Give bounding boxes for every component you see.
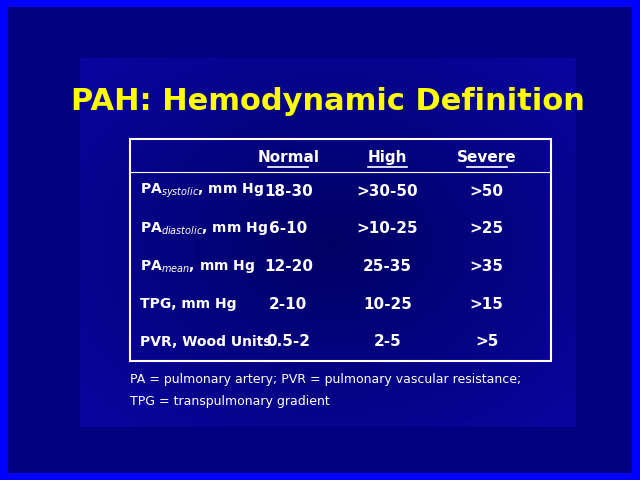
- Text: >25: >25: [470, 221, 504, 236]
- Text: PA = pulmonary artery; PVR = pulmonary vascular resistance;: PA = pulmonary artery; PVR = pulmonary v…: [129, 372, 521, 385]
- Text: 18-30: 18-30: [264, 183, 313, 199]
- Text: Severe: Severe: [457, 150, 516, 165]
- Text: PA$_{diastolic}$, mm Hg: PA$_{diastolic}$, mm Hg: [140, 220, 268, 237]
- Text: 2-5: 2-5: [374, 335, 401, 349]
- Text: PA$_{systolic}$, mm Hg: PA$_{systolic}$, mm Hg: [140, 182, 264, 200]
- Text: >50: >50: [470, 183, 504, 199]
- Text: >10-25: >10-25: [356, 221, 419, 236]
- Text: >5: >5: [475, 335, 499, 349]
- Text: PA$_{mean}$, mm Hg: PA$_{mean}$, mm Hg: [140, 258, 255, 275]
- Text: TPG, mm Hg: TPG, mm Hg: [140, 297, 236, 311]
- Text: 2-10: 2-10: [269, 297, 307, 312]
- Text: Normal: Normal: [257, 150, 319, 165]
- Text: >30-50: >30-50: [356, 183, 419, 199]
- Text: 10-25: 10-25: [363, 297, 412, 312]
- Text: TPG = transpulmonary gradient: TPG = transpulmonary gradient: [129, 395, 330, 408]
- Text: >35: >35: [470, 259, 504, 274]
- Text: 25-35: 25-35: [363, 259, 412, 274]
- Text: >15: >15: [470, 297, 504, 312]
- Bar: [129, 139, 551, 360]
- Text: 0.5-2: 0.5-2: [266, 335, 310, 349]
- Text: PAH: Hemodynamic Definition: PAH: Hemodynamic Definition: [71, 87, 585, 117]
- Text: 6-10: 6-10: [269, 221, 307, 236]
- Text: 12-20: 12-20: [264, 259, 313, 274]
- Text: PVR, Wood Units: PVR, Wood Units: [140, 335, 271, 349]
- Text: High: High: [368, 150, 407, 165]
